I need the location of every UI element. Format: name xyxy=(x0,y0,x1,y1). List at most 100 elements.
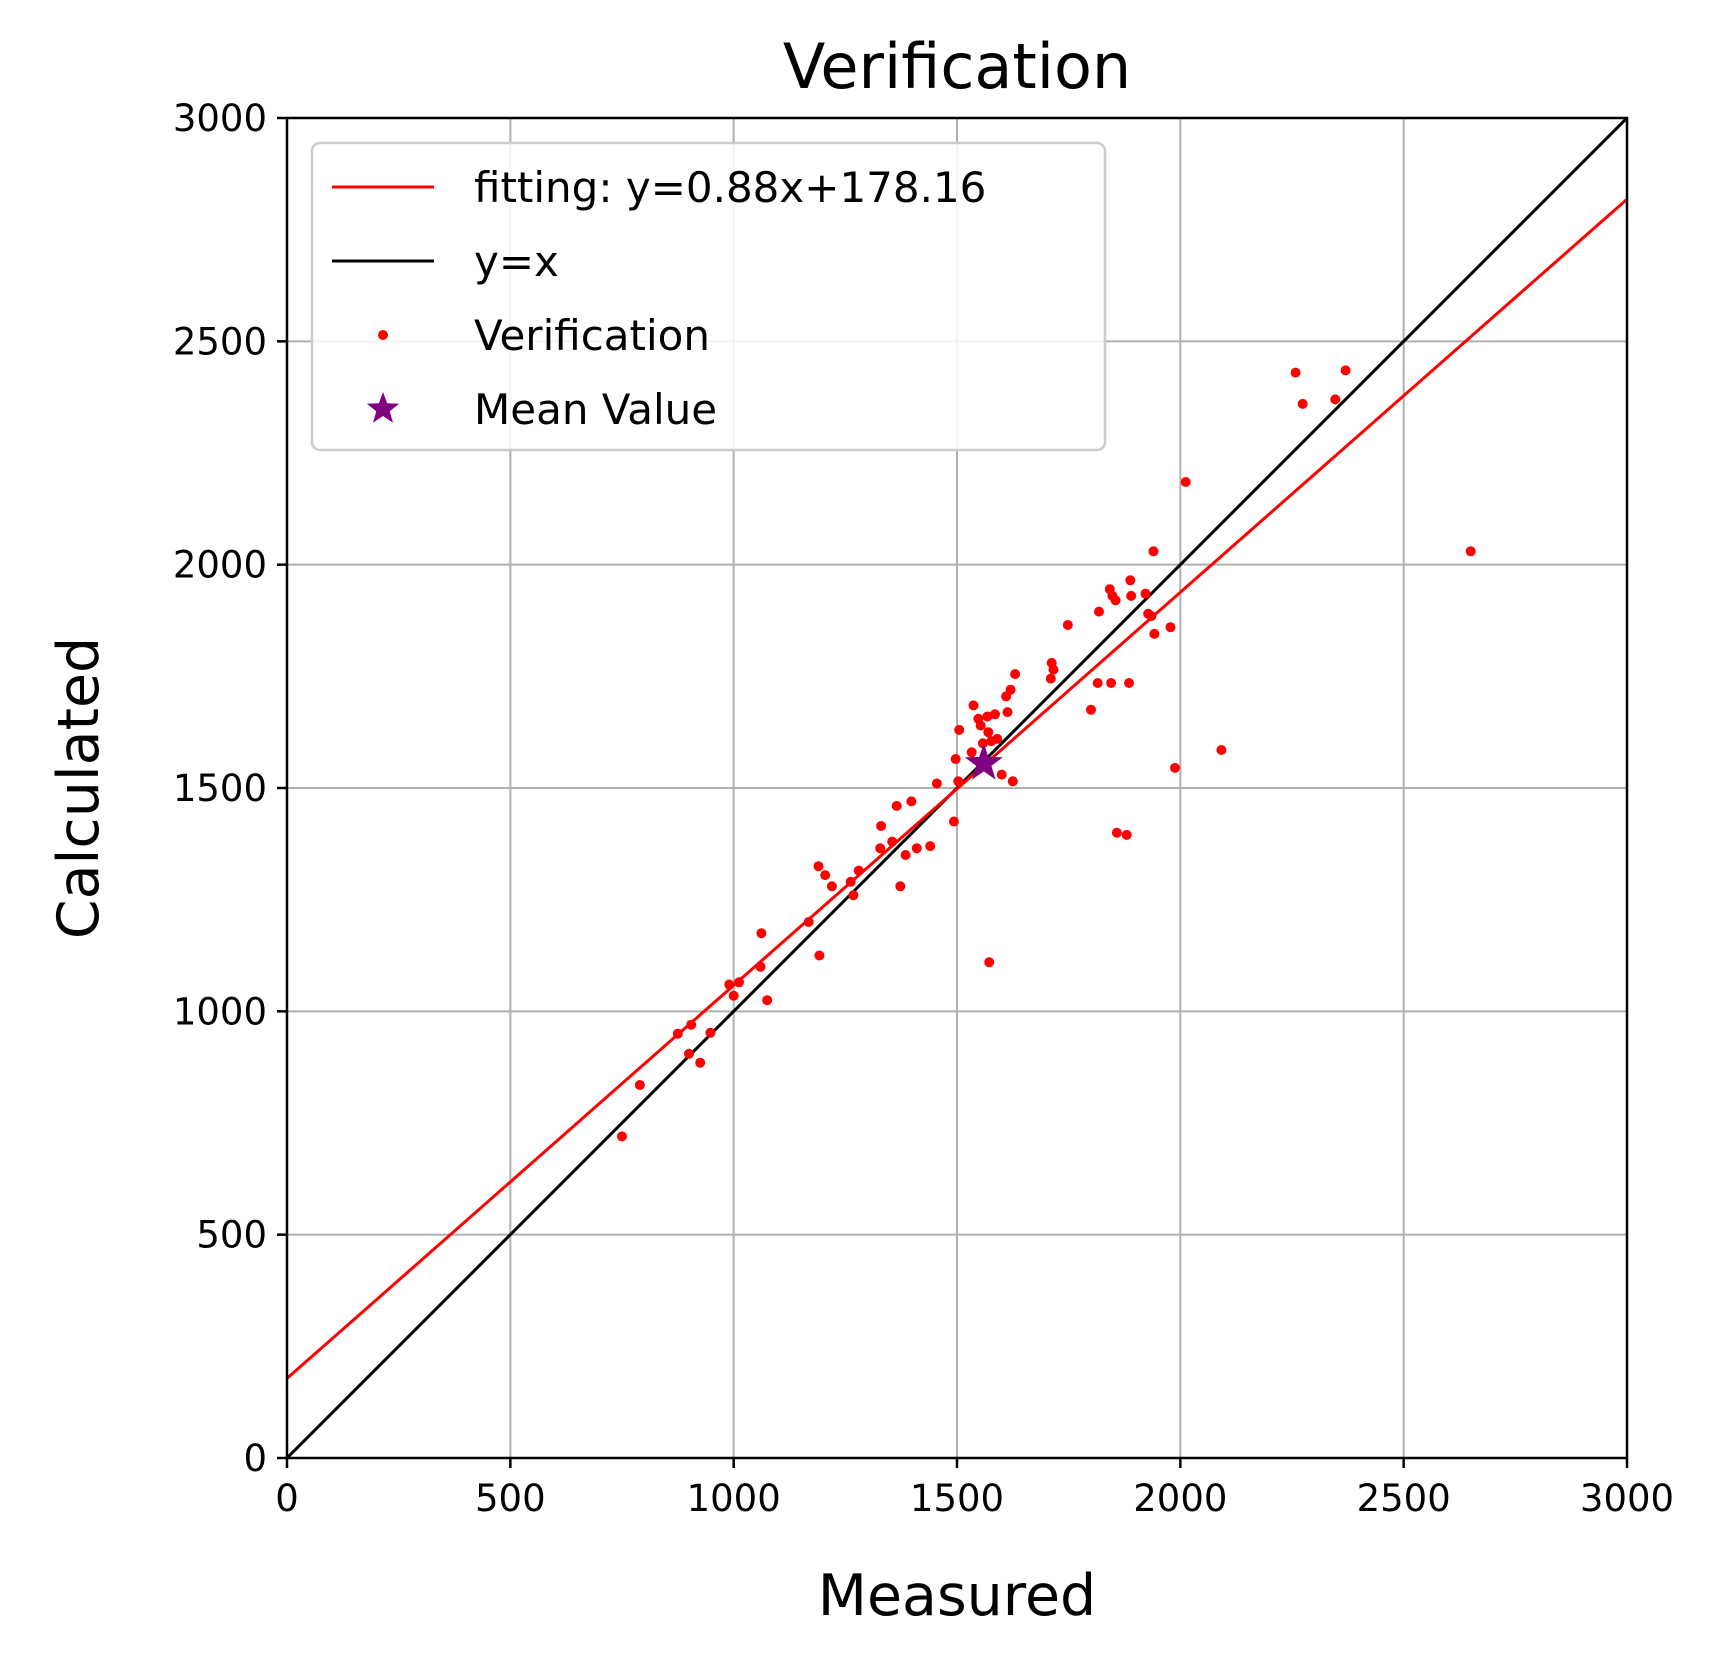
verification-point xyxy=(1140,588,1151,599)
verification-point xyxy=(728,990,739,1001)
verification-point xyxy=(950,754,961,764)
verification-point xyxy=(820,870,831,881)
y-tick-label: 3000 xyxy=(173,97,267,140)
verification-point xyxy=(948,816,959,827)
legend-mean-marker xyxy=(366,392,400,423)
verification-point xyxy=(990,709,1000,720)
y-tick-label: 1500 xyxy=(173,767,267,810)
verification-point xyxy=(672,1028,683,1039)
x-tick-label: 3000 xyxy=(1580,1477,1674,1520)
y-tick-label: 2500 xyxy=(173,320,267,363)
x-tick-label: 1500 xyxy=(910,1477,1004,1520)
plot-area xyxy=(287,118,1627,1458)
verification-point xyxy=(695,1057,706,1068)
verification-point xyxy=(1111,827,1122,838)
chart-title: Verification xyxy=(783,30,1131,103)
verification-point xyxy=(686,1019,697,1030)
verification-point xyxy=(1125,575,1136,586)
verification-point xyxy=(1165,622,1176,633)
legend-fit-label: fitting: y=0.88x+178.16 xyxy=(474,163,986,212)
verification-point xyxy=(845,876,856,887)
verification-point xyxy=(1007,776,1018,787)
legend-box xyxy=(310,141,1107,452)
verification-point xyxy=(1110,595,1121,606)
verification-point xyxy=(853,865,864,876)
verification-point xyxy=(705,1027,716,1038)
verification-point xyxy=(756,928,767,939)
mean-value-marker xyxy=(964,743,1003,780)
legend-verification-marker xyxy=(378,330,388,340)
verification-point xyxy=(984,957,995,968)
verification-point xyxy=(1045,673,1056,684)
y-tick-label: 500 xyxy=(196,1214,267,1257)
verification-point xyxy=(1092,678,1103,688)
verification-point xyxy=(953,776,964,787)
legend-identity-label: y=x xyxy=(474,237,559,286)
verification-point xyxy=(1121,829,1132,840)
verification-point xyxy=(826,881,837,892)
verification-point xyxy=(755,961,766,972)
verification-point xyxy=(1002,707,1013,718)
x-tick-label: 0 xyxy=(275,1477,299,1520)
verification-point xyxy=(848,890,859,901)
verification-point xyxy=(762,995,773,1006)
verification-point xyxy=(875,843,886,854)
verification-point xyxy=(977,738,988,749)
verification-point xyxy=(1340,365,1351,376)
verification-point xyxy=(1170,762,1180,773)
verification-point xyxy=(968,700,979,711)
y-tick-label: 0 xyxy=(243,1437,267,1480)
y-tick-label: 1000 xyxy=(173,990,267,1033)
x-tick-label: 500 xyxy=(475,1477,546,1520)
verification-point xyxy=(1048,664,1059,675)
verification-point xyxy=(1106,678,1117,688)
verification-point xyxy=(1290,367,1301,378)
verification-point xyxy=(891,800,902,811)
verification-point xyxy=(1149,628,1160,639)
verification-point xyxy=(617,1131,627,1142)
verification-point xyxy=(1094,606,1104,617)
axis-ticks: 0 500 1000 1500 2000 2500 3000 0 500 1000 1500 2000… xyxy=(173,97,1674,1520)
x-tick-label: 2500 xyxy=(1357,1477,1451,1520)
verification-point xyxy=(906,796,917,807)
verification-point xyxy=(1005,684,1016,695)
verification-point xyxy=(1216,745,1227,755)
verification-point xyxy=(813,861,824,872)
verification-point xyxy=(1180,477,1191,487)
fit-line xyxy=(287,198,1627,1380)
verification-point xyxy=(982,711,993,722)
verification-point xyxy=(1124,678,1134,688)
verification-point xyxy=(1010,669,1021,680)
verification-point xyxy=(925,841,936,852)
x-tick-label: 1000 xyxy=(687,1477,781,1520)
verification-point xyxy=(634,1080,645,1090)
verification-point xyxy=(954,724,965,735)
legend-mean-label: Mean Value xyxy=(474,385,717,434)
verification-point xyxy=(887,836,898,847)
verification-point xyxy=(996,769,1007,780)
verification-point xyxy=(983,727,994,738)
verification-point xyxy=(1148,546,1159,557)
verification-point xyxy=(724,979,735,990)
verification-point xyxy=(895,881,906,892)
verification-point xyxy=(911,843,922,854)
x-tick-label: 2000 xyxy=(1133,1477,1227,1520)
y-tick-label: 2000 xyxy=(173,544,267,587)
verification-point xyxy=(1465,546,1476,557)
verification-point xyxy=(814,950,825,961)
verification-point xyxy=(992,733,1003,744)
verification-point xyxy=(900,850,911,860)
verification-point xyxy=(1297,398,1308,409)
verification-point xyxy=(684,1048,694,1059)
legend: fitting: y=0.88x+178.16 y=x Verification… xyxy=(310,141,1107,452)
verification-point xyxy=(975,720,986,731)
y-axis-label: Calculated xyxy=(46,637,112,939)
verification-point xyxy=(1062,620,1073,630)
verification-point xyxy=(1086,704,1096,715)
verification-point xyxy=(803,917,814,927)
verification-point xyxy=(1126,590,1137,601)
verification-point xyxy=(734,977,744,988)
legend-verification-label: Verification xyxy=(474,311,710,360)
verification-point xyxy=(876,821,887,831)
